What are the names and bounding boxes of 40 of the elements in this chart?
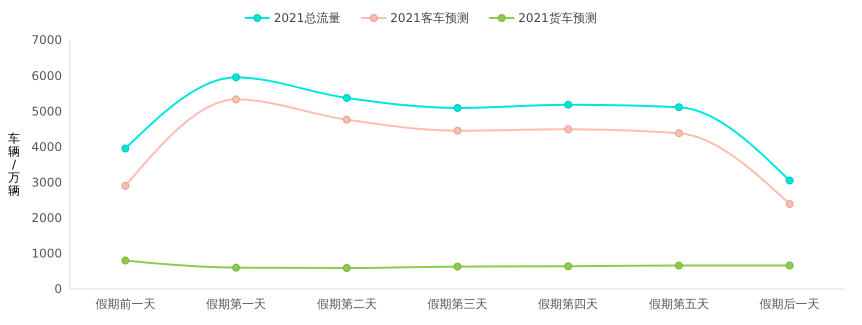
point bbox=[674, 262, 683, 270]
point bbox=[121, 182, 130, 190]
point bbox=[342, 264, 351, 272]
y-tick-label: 7000 bbox=[31, 33, 62, 48]
legend-label: 2021货车预测 bbox=[518, 11, 597, 26]
x-tick-label: 假期第五天 bbox=[648, 297, 709, 311]
point bbox=[454, 126, 462, 135]
x-tick-label: 假期第四天 bbox=[538, 297, 598, 311]
point bbox=[564, 100, 572, 109]
y-tick-label: 0 bbox=[54, 282, 62, 296]
y-tick-label: 2000 bbox=[31, 211, 62, 226]
y-tick-label: 5000 bbox=[31, 104, 62, 118]
y-tick-label: 4000 bbox=[31, 140, 62, 154]
legend-label: 2021总流量 bbox=[274, 11, 340, 26]
point bbox=[342, 94, 351, 102]
legend-label: 2021客车预测 bbox=[390, 11, 469, 26]
x-tick-label: 假期后一天 bbox=[760, 297, 820, 311]
point bbox=[121, 256, 130, 265]
y-axis-title: 车辆/万辆 bbox=[8, 132, 20, 198]
point bbox=[564, 262, 572, 270]
point bbox=[564, 125, 572, 134]
point bbox=[786, 200, 794, 208]
y-tick-label: 1000 bbox=[31, 246, 62, 261]
point bbox=[342, 116, 351, 124]
point bbox=[232, 73, 240, 82]
point bbox=[454, 262, 462, 271]
point bbox=[232, 95, 240, 104]
x-tick-label: 假期第一天 bbox=[206, 297, 266, 311]
point bbox=[674, 129, 683, 138]
y-tick-label: 6000 bbox=[31, 68, 62, 83]
point bbox=[786, 262, 794, 270]
x-tick-label: 假期第三天 bbox=[428, 297, 488, 311]
point bbox=[121, 144, 130, 152]
x-tick-label: 假期前一天 bbox=[95, 297, 156, 311]
y-tick-label: 3000 bbox=[31, 175, 62, 190]
point bbox=[786, 176, 794, 185]
point bbox=[232, 264, 240, 272]
point bbox=[674, 103, 683, 112]
point bbox=[454, 104, 462, 112]
x-tick-label: 假期第二天 bbox=[316, 297, 377, 311]
